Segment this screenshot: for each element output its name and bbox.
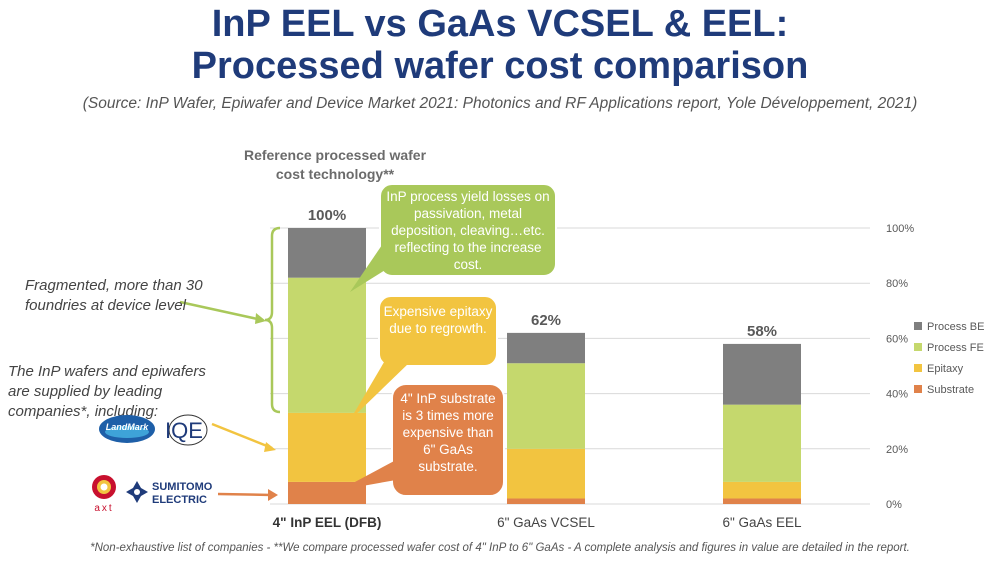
category-label: 6" GaAs VCSEL	[497, 515, 595, 530]
bubble-yield-losses	[350, 183, 557, 292]
arrowhead-substrate	[268, 489, 278, 501]
footnote: *Non-exhaustive list of companies - **We…	[90, 542, 910, 554]
y-tick-label: 20%	[886, 444, 908, 456]
legend-swatch	[914, 343, 922, 351]
y-tick-label: 60%	[886, 333, 908, 345]
arrow-substrate	[217, 492, 273, 497]
sumitomo-logo: SUMITOMO ELECTRIC	[124, 478, 220, 506]
bar-segment-epitaxy	[507, 448, 585, 499]
legend-swatch	[914, 385, 922, 393]
bar-segment-process-fe	[288, 277, 366, 413]
total-label: 62%	[531, 312, 561, 329]
title-line-2: Processed wafer cost comparison	[191, 45, 809, 87]
source-citation: (Source: InP Wafer, Epiwafer and Device …	[82, 95, 918, 112]
bubble-epitaxy	[350, 295, 498, 420]
legend-label: Substrate	[927, 384, 974, 396]
total-label: 100%	[308, 207, 346, 224]
total-label: 58%	[747, 323, 777, 340]
sumitomo-logo-line2: ELECTRIC	[152, 494, 207, 506]
category-label: 4" InP EEL (DFB)	[273, 515, 382, 530]
fragmented-note: Fragmented, more than 30 foundries at de…	[25, 277, 203, 314]
bar-segment-process-be	[507, 332, 585, 364]
arrowhead-wafers	[264, 442, 276, 452]
legend-label: Epitaxy	[927, 363, 964, 375]
bar-segment-process-be	[723, 343, 801, 405]
legend-swatch	[914, 322, 922, 330]
axt-logo: axt	[86, 472, 122, 514]
legend-label: Process BE	[927, 321, 984, 333]
bubble-yield-text: InP process yield losses on passivation,…	[386, 189, 550, 272]
bubble-epitaxy-text: Expensive epitaxy due to regrowth.	[383, 304, 493, 336]
landmark-logo-text: LandMark	[106, 422, 150, 432]
bubble-substrate-text: 4" InP substrate is 3 times more expensi…	[400, 391, 496, 474]
sumitomo-logo-line1: SUMITOMO	[152, 481, 213, 493]
bar-segment-process-fe	[507, 363, 585, 449]
arrow-wafers	[211, 422, 273, 450]
arrowhead-fragmented	[255, 313, 266, 324]
arrow-fragmented	[179, 300, 263, 322]
bar-segment-process-fe	[723, 404, 801, 482]
bar-segment-epitaxy	[288, 412, 366, 482]
title-line-1: InP EEL vs GaAs VCSEL & EEL:	[211, 3, 789, 45]
y-tick-label: 0%	[886, 499, 902, 511]
iqe-logo-text: IQE	[165, 418, 203, 443]
legend-swatch	[914, 364, 922, 372]
reference-label: Reference processed wafer cost technolog…	[243, 147, 427, 182]
category-label: 6" GaAs EEL	[722, 515, 802, 530]
y-tick-label: 40%	[886, 389, 908, 401]
bracket-brace	[264, 226, 281, 414]
bar-segment-epitaxy	[723, 481, 801, 499]
bar-segment-process-be	[288, 228, 366, 278]
bubble-substrate	[340, 383, 505, 497]
y-tick-label: 100%	[886, 223, 914, 235]
landmark-logo: LandMark	[98, 414, 156, 444]
y-tick-label: 80%	[886, 278, 908, 290]
iqe-logo: IQE	[162, 412, 208, 448]
bar-segment-substrate	[723, 498, 801, 504]
axt-logo-text: axt	[94, 503, 113, 514]
bar-segment-substrate	[507, 498, 585, 504]
legend-label: Process FE	[927, 342, 984, 354]
